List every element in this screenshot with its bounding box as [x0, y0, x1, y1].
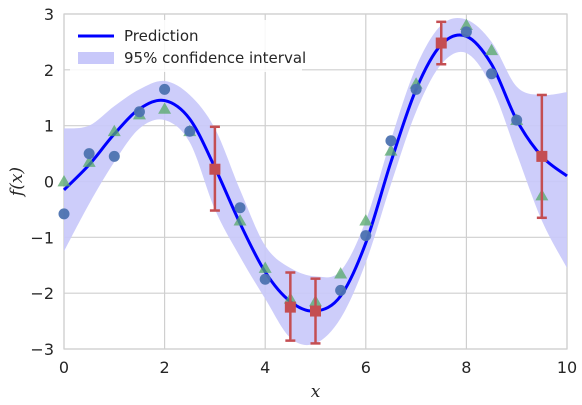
- true-point: [384, 144, 398, 156]
- test-points: [209, 20, 548, 345]
- legend-band-label: 95% confidence interval: [124, 49, 306, 67]
- x-tick-label: 10: [557, 358, 577, 377]
- legend-prediction-label: Prediction: [124, 27, 199, 45]
- y-tick-label: 3: [44, 5, 54, 24]
- observed-point: [184, 125, 196, 137]
- true-point: [233, 214, 247, 226]
- true-point: [158, 102, 172, 114]
- x-tick-label: 0: [59, 358, 69, 377]
- observed-point: [108, 150, 120, 162]
- y-tick-labels: −3 −2 −1 0 1 2 3: [30, 5, 54, 359]
- test-point: [284, 301, 296, 313]
- observed-point: [486, 68, 498, 80]
- observed-point: [385, 135, 397, 147]
- test-point: [209, 163, 221, 175]
- test-point: [536, 150, 548, 162]
- y-tick-label: 1: [44, 117, 54, 136]
- true-point: [258, 261, 272, 273]
- y-tick-label: −1: [30, 228, 54, 247]
- observed-point: [234, 202, 246, 214]
- x-tick-label: 4: [260, 358, 270, 377]
- observed-point: [460, 26, 472, 38]
- x-tick-label: 6: [361, 358, 371, 377]
- true-point: [485, 43, 499, 56]
- y-tick-label: 0: [44, 173, 54, 192]
- true-point: [459, 18, 473, 31]
- x-tick-labels: 0 2 4 6 8 10: [59, 358, 577, 377]
- observed-points: [58, 26, 523, 296]
- legend-band-swatch: [78, 52, 114, 64]
- confidence-band: [64, 18, 567, 346]
- test-point: [435, 37, 447, 49]
- true-point: [359, 214, 373, 226]
- observed-point: [259, 273, 271, 285]
- x-tick-label: 2: [160, 358, 170, 377]
- observed-point: [58, 208, 70, 220]
- observed-point: [410, 83, 422, 95]
- observed-point: [83, 148, 95, 160]
- observed-point: [360, 230, 372, 242]
- observed-point: [335, 284, 347, 296]
- observed-point: [133, 106, 145, 118]
- y-tick-label: −3: [30, 340, 54, 359]
- legend: Prediction 95% confidence interval: [70, 20, 306, 72]
- y-tick-label: 2: [44, 61, 54, 80]
- y-tick-label: −2: [30, 284, 54, 303]
- true-point: [82, 155, 96, 167]
- true-point: [334, 267, 348, 279]
- x-tick-label: 8: [461, 358, 471, 377]
- observed-point: [511, 114, 523, 126]
- true-point: [107, 124, 121, 137]
- observed-point: [159, 83, 171, 95]
- test-point: [310, 305, 321, 317]
- true-function-points: [57, 18, 549, 307]
- y-axis-label: f(x): [7, 167, 27, 198]
- x-axis-label: x: [311, 382, 321, 402]
- true-point: [57, 175, 71, 187]
